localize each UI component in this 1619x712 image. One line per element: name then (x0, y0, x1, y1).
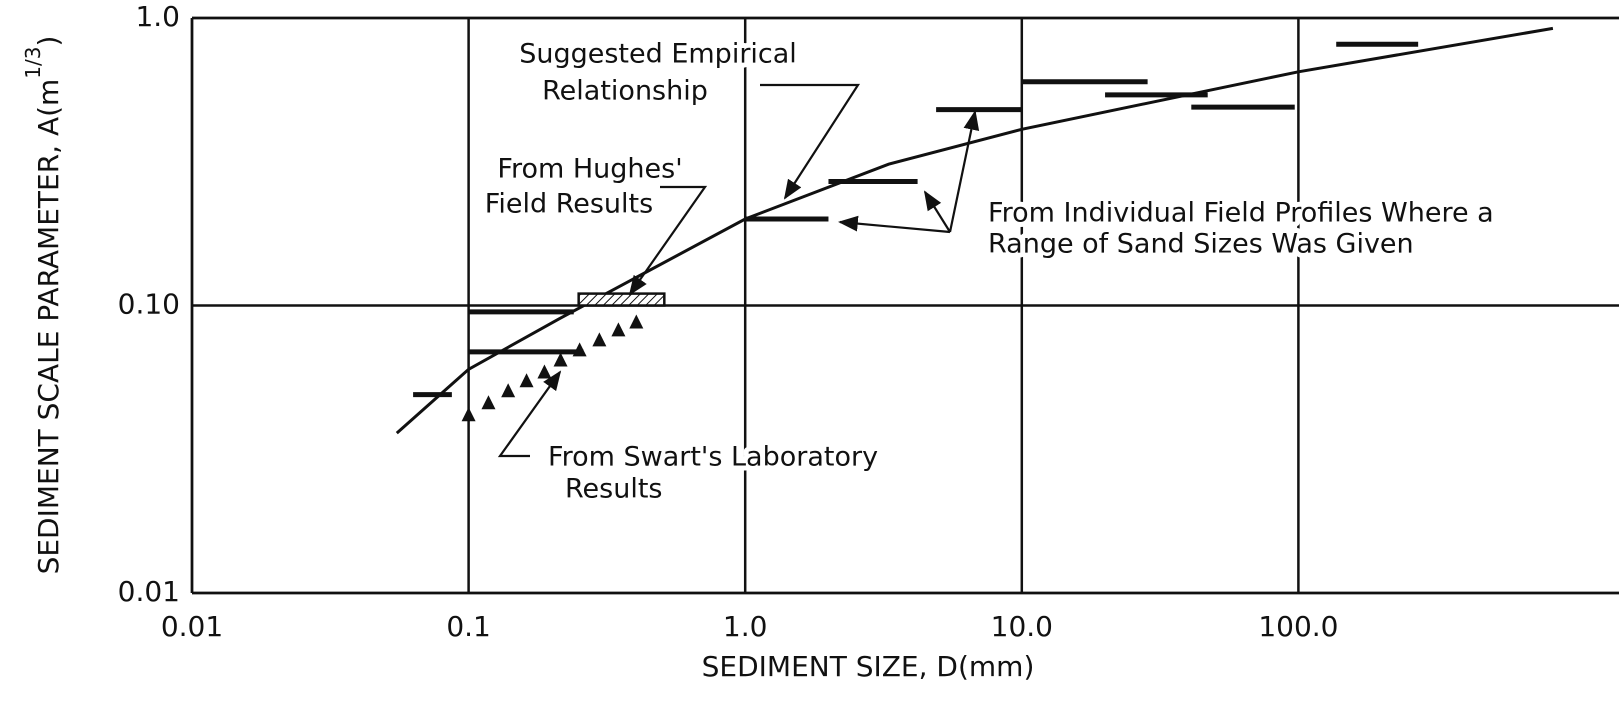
annotation: From Hughes' (497, 154, 682, 185)
swart-point (629, 314, 644, 329)
swart-point (481, 395, 496, 410)
marks (395, 26, 1554, 435)
arrow (948, 110, 980, 233)
swart-point (592, 332, 607, 347)
x-tick-label: 1.0 (723, 610, 768, 643)
x-tick-label: 10.0 (991, 610, 1053, 643)
annotation: Suggested Empirical (519, 39, 797, 70)
swart-point (501, 383, 516, 398)
curve (395, 26, 1554, 435)
annotations: Suggested Empirical Relationship From Hu… (480, 34, 1499, 510)
swart-point (611, 322, 626, 337)
annotation: Relationship (542, 76, 708, 107)
frame (190, 16, 1619, 595)
swart-point (519, 373, 534, 388)
swart-point (461, 407, 476, 422)
annotation: Range of Sand Sizes Was Given (988, 229, 1414, 260)
arrow (923, 190, 951, 233)
annotation: Field Results (485, 189, 653, 220)
x-tick-label: 0.1 (446, 610, 491, 643)
arrows (497, 83, 980, 458)
y-tick-label: 0.10 (118, 288, 180, 321)
hughes-range (577, 292, 666, 307)
y-axis-title: SEDIMENT SCALE PARAMETER, A(m1/3) (21, 36, 66, 575)
annotation: From Individual Field Profiles Where a (988, 198, 1494, 229)
tick-labels: 0.01 0.1 1.0 10.0 100.0 0.01 0.10 1.0 (118, 0, 1339, 643)
arrow (838, 215, 951, 234)
y-axis-title-part: ) (32, 36, 65, 47)
annotation: Results (565, 474, 663, 505)
y-tick-label: 1.0 (135, 0, 180, 33)
annotation: From Swart's Laboratory (548, 442, 878, 473)
grid (190, 16, 1619, 595)
arrow (760, 83, 861, 200)
swart-point (572, 342, 587, 357)
x-tick-label: 0.01 (161, 610, 223, 643)
arrow (497, 370, 562, 458)
x-axis-title: SEDIMENT SIZE, D(mm) (702, 650, 1035, 683)
x-tick-label: 100.0 (1258, 610, 1338, 643)
y-axis-title-part: SEDIMENT SCALE PARAMETER, A(m (32, 79, 65, 575)
y-axis-title-exponent: 1/3 (21, 47, 45, 79)
arrow (628, 185, 708, 296)
swart-point (553, 352, 568, 367)
swart-point (537, 364, 552, 379)
y-tick-label: 0.01 (118, 575, 180, 608)
